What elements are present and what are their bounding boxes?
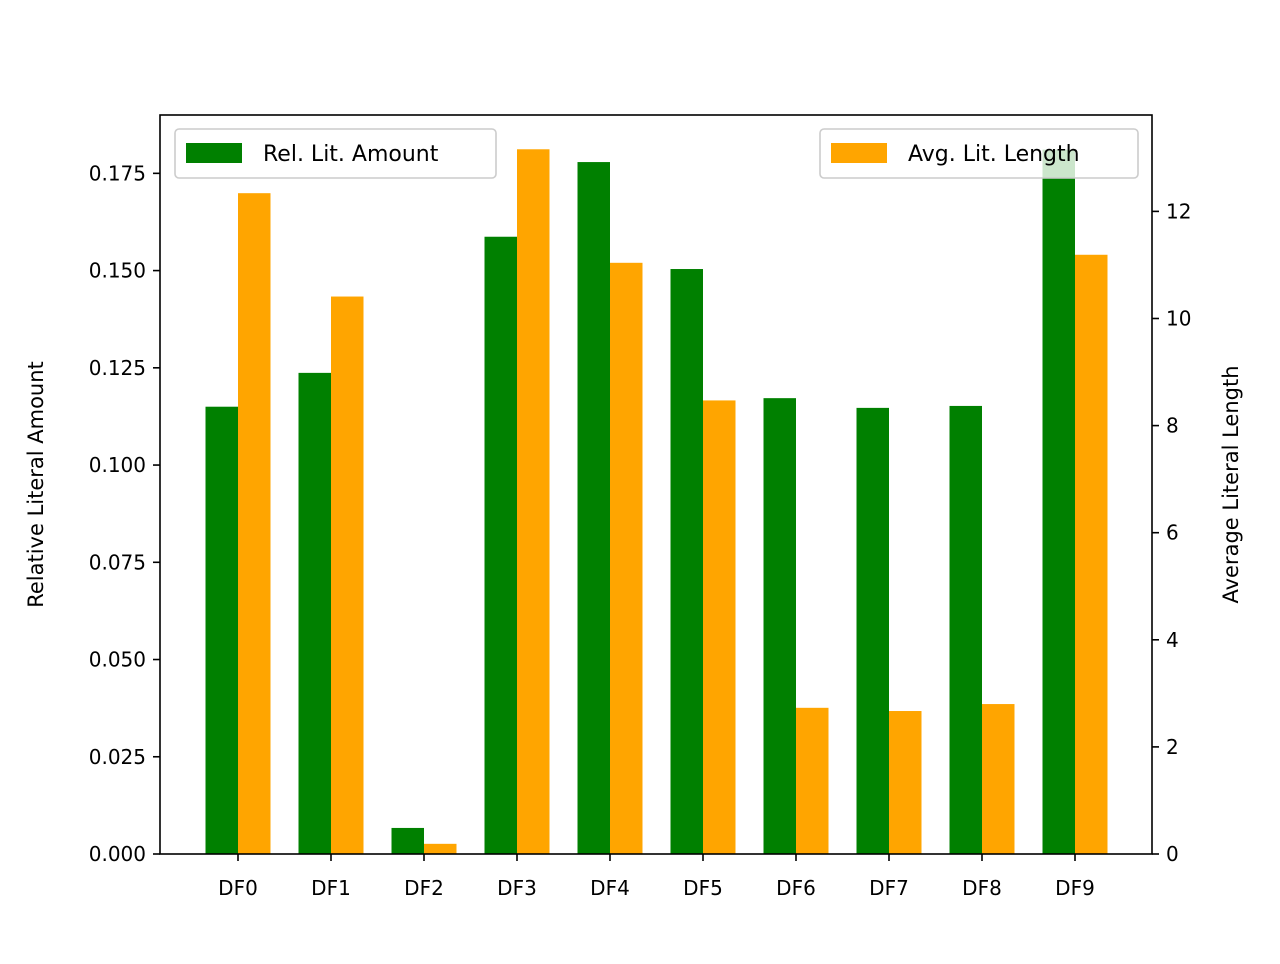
left-y-axis-label: Relative Literal Amount [24,361,48,608]
x-tick-label: DF7 [869,876,909,900]
bar-avg-lit-length-df3 [517,149,550,854]
right-y-tick-label: 2 [1166,735,1179,759]
bar-avg-lit-length-df6 [796,707,829,854]
x-tick-label: DF3 [497,876,537,900]
right-y-tick-label: 8 [1166,414,1179,438]
bar-avg-lit-length-df5 [703,400,736,854]
plot-frame [159,114,1153,855]
bars-layer [205,149,1108,855]
right-y-tick-label: 0 [1166,842,1179,866]
bar-rel-lit-amount-df6 [763,398,796,854]
left-y-tick-label: 0.050 [89,648,146,672]
legend-left: Rel. Lit. Amount [174,128,497,179]
bar-avg-lit-length-df2 [424,843,457,854]
bar-rel-lit-amount-df9 [1042,149,1075,854]
legend-layer: Rel. Lit. Amount Avg. Lit. Length [174,128,1139,179]
axes-layer: 0.000 0.025 0.050 0.075 0.100 0.125 0.150 0.175… [24,114,1243,900]
x-tick-label: DF9 [1055,876,1095,900]
left-y-tick-label: 0.175 [89,161,146,185]
bar-rel-lit-amount-df0 [205,406,238,854]
right-y-tick-label: 4 [1166,628,1179,652]
legend-left-label: Rel. Lit. Amount [263,142,439,167]
left-y-tick-label: 0.125 [89,356,146,380]
legend-right-label: Avg. Lit. Length [908,142,1080,167]
bar-rel-lit-amount-df1 [298,372,331,854]
bar-avg-lit-length-df1 [331,296,364,854]
right-y-tick-label: 6 [1166,521,1179,545]
bar-rel-lit-amount-df5 [670,269,703,854]
right-y-axis-label: Average Literal Length [1219,365,1243,603]
bar-rel-lit-amount-df7 [856,407,889,854]
legend-left-frame [174,128,497,179]
x-tick-label: DF4 [590,876,630,900]
right-y-tick-label: 10 [1166,306,1191,330]
x-tick-label: DF5 [683,876,723,900]
x-tick-label: DF0 [218,876,258,900]
bar-rel-lit-amount-df4 [577,162,610,855]
bar-rel-lit-amount-df8 [949,405,982,854]
legend-left-swatch [186,143,242,163]
legend-right-swatch [831,143,887,163]
right-y-tick-label: 12 [1166,199,1191,223]
x-tick-label: DF8 [962,876,1002,900]
legend-right-frame [819,128,1139,179]
left-y-tick-label: 0.000 [89,842,146,866]
x-tick-label: DF1 [311,876,351,900]
bar-avg-lit-length-df0 [238,193,271,854]
bar-avg-lit-length-df4 [610,262,643,854]
bar-rel-lit-amount-df3 [484,236,517,854]
left-y-tick-label: 0.025 [89,745,146,769]
left-y-tick-label: 0.150 [89,259,146,283]
bar-avg-lit-length-df8 [982,704,1015,854]
x-tick-label: DF2 [404,876,444,900]
bar-avg-lit-length-df9 [1075,254,1108,854]
x-tick-label: DF6 [776,876,816,900]
bar-avg-lit-length-df7 [889,711,922,854]
legend-right: Avg. Lit. Length [819,128,1139,179]
left-y-tick-label: 0.100 [89,453,146,477]
bar-rel-lit-amount-df2 [391,827,424,854]
left-y-tick-label: 0.075 [89,550,146,574]
